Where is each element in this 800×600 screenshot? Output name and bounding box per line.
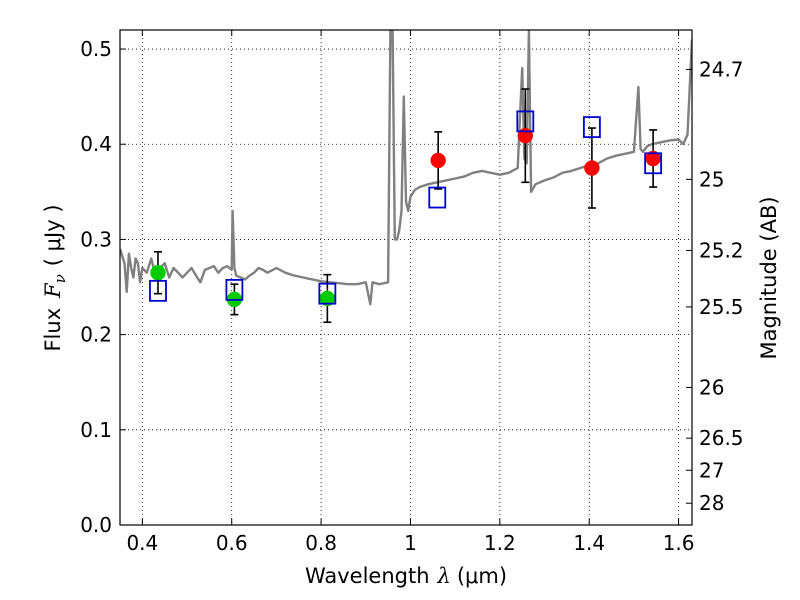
mag-tick-label: 28 — [699, 491, 724, 515]
model-sed-spectrum — [120, 30, 692, 306]
mag-tick-label: 25.2 — [699, 238, 744, 262]
observed-circle-marker — [150, 264, 166, 281]
x-tick-label: 1.4 — [573, 531, 605, 555]
sed-spectrum-line — [120, 30, 692, 306]
mag-tick-label: 24.7 — [699, 57, 744, 81]
mag-tick-label: 27 — [699, 458, 724, 482]
model-square-marker — [225, 278, 244, 301]
model-square-marker — [149, 279, 167, 302]
x-tick-label: 1.2 — [484, 531, 516, 555]
observed-circle-marker — [430, 152, 446, 169]
model-square-marker — [583, 116, 601, 138]
photometry-markers — [149, 110, 663, 308]
y-axis-label: FluxFν( μJy ) — [41, 204, 69, 351]
x-tick-label: 1.6 — [663, 531, 695, 555]
model-square-marker — [428, 186, 447, 209]
x-axis-label: Wavelength λ (μm) — [305, 564, 507, 588]
x-tick-label: 0.6 — [216, 531, 248, 555]
mag-tick-label: 26.5 — [699, 426, 744, 450]
y-tick-label: 0.2 — [80, 323, 112, 347]
plot-frame — [119, 29, 693, 526]
x-tick-label: 1 — [404, 531, 417, 555]
x-tick-label: 0.8 — [305, 531, 337, 555]
observed-circle-marker — [584, 160, 600, 176]
axis-ticks: 0.4 0.6 0.8 1 1.2 1.4 1.6 0.0 0.1 0.2 0.3 0.4 0.5 24.… — [80, 30, 744, 555]
y-tick-label: 0.4 — [80, 132, 112, 156]
mag-tick-label: 26 — [699, 375, 724, 399]
y-tick-label: 0.1 — [80, 418, 112, 442]
grid-lines — [120, 30, 692, 526]
mag-tick-label: 25 — [699, 167, 724, 191]
model-square-marker — [644, 152, 663, 175]
mag-tick-label: 25.5 — [699, 295, 744, 319]
y-tick-label: 0.5 — [80, 37, 112, 61]
observed-circle-marker — [517, 127, 534, 144]
model-square-marker — [318, 282, 337, 305]
model-square-marker — [516, 110, 535, 133]
y-tick-label: 0.0 — [80, 513, 112, 537]
y2-axis-label: Magnitude (AB) — [757, 196, 781, 359]
x-tick-label: 0.4 — [126, 531, 158, 555]
y-tick-label: 0.3 — [80, 227, 112, 251]
